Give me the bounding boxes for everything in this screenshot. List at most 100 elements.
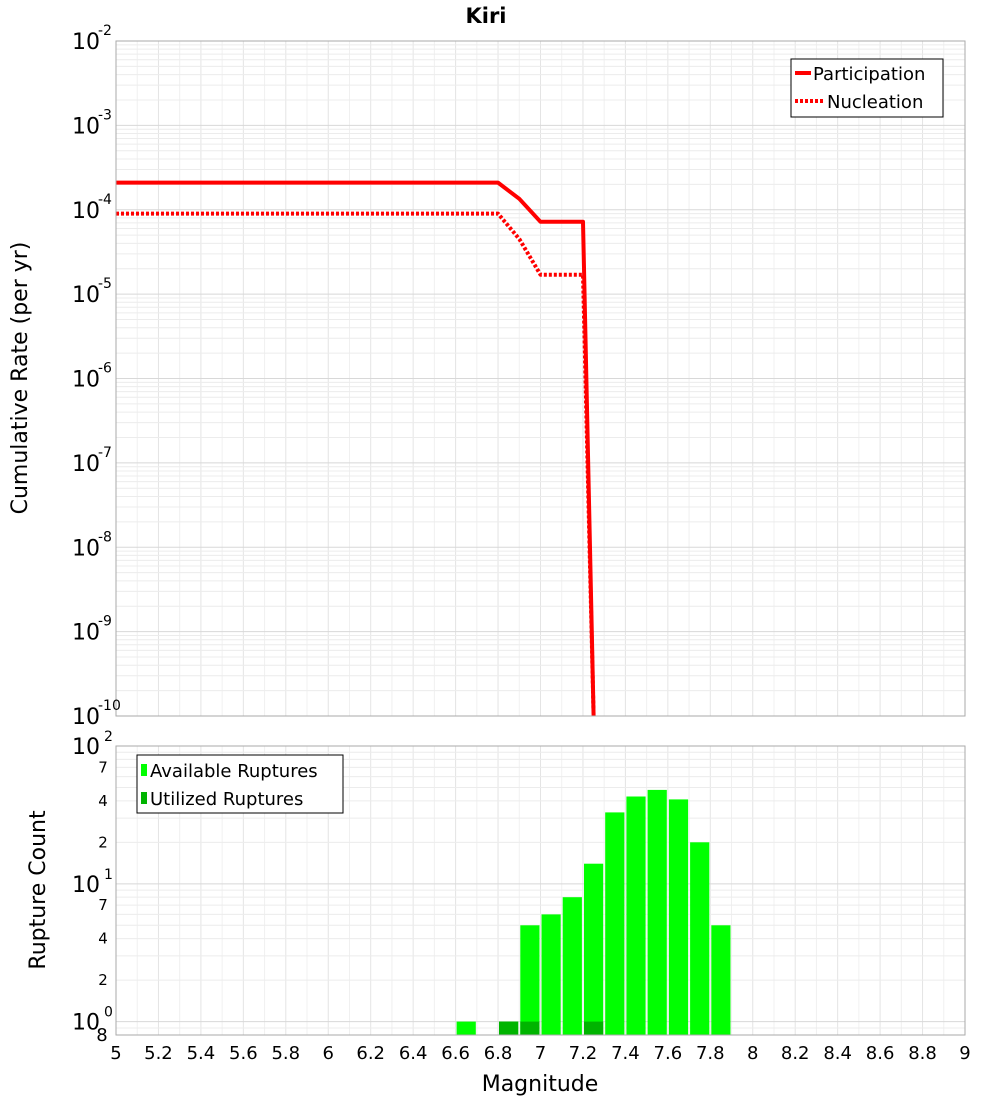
chart-title: Kiri	[465, 4, 506, 28]
x-tick-label: 6.8	[484, 1043, 513, 1064]
available-rupture-bar	[605, 812, 625, 1035]
y-tick-base: 10	[72, 536, 100, 561]
x-tick-label: 6.4	[399, 1043, 428, 1064]
y-tick-minor-label: 4	[98, 930, 108, 948]
top-y-tick: 10-8	[72, 529, 112, 561]
x-tick-label: 7.6	[654, 1043, 683, 1064]
y-tick-base: 10	[72, 114, 100, 139]
x-tick-label: 7.2	[569, 1043, 598, 1064]
y-tick-exponent: 2	[104, 729, 113, 745]
nucleation-line	[116, 211, 596, 717]
top-y-tick: 10-3	[72, 107, 112, 139]
x-tick-label: 8.4	[823, 1043, 852, 1064]
bottom-bars-layer	[456, 789, 731, 1035]
x-tick-label: 5.2	[144, 1043, 173, 1064]
x-tick-label: 6.6	[441, 1043, 470, 1064]
top-legend: Participation Nucleation	[790, 58, 944, 118]
bottom-y-tick: 2	[98, 971, 108, 989]
y-tick-exponent: 0	[104, 1005, 113, 1021]
bottom-y-tick: 10 2	[72, 729, 113, 760]
bottom-y-tick: 10 0	[72, 1005, 113, 1036]
x-tick-label: 5	[110, 1043, 121, 1064]
x-tick-label: 7.4	[611, 1043, 640, 1064]
top-y-tick: 10-5	[72, 276, 112, 308]
y-tick-exponent: 1	[104, 867, 113, 883]
y-tick-base: 10	[72, 452, 100, 477]
x-tick-label: 9	[959, 1043, 970, 1064]
available-rupture-bar	[626, 796, 646, 1035]
x-axis-label: Magnitude	[482, 1072, 599, 1097]
available-rupture-bar	[584, 863, 604, 1035]
x-tick-label: 7.8	[696, 1043, 725, 1064]
y-tick-exponent: -8	[98, 529, 112, 545]
legend-utilized-label: Utilized Ruptures	[150, 789, 303, 810]
available-rupture-bar	[541, 914, 561, 1035]
y-tick-exponent: -2	[98, 23, 112, 39]
bottom-y-tick: 4	[98, 930, 108, 948]
x-tick-label: 8.6	[866, 1043, 895, 1064]
top-legend-box	[790, 58, 944, 118]
top-y-tick: 10-2	[72, 23, 112, 55]
legend-nucleation-label: Nucleation	[827, 92, 923, 113]
top-y-tick: 10-4	[72, 192, 112, 224]
available-rupture-bar	[690, 842, 710, 1035]
y-tick-base: 10	[72, 873, 100, 898]
top-y-tick: 10-10	[72, 698, 121, 730]
y-tick-minor-label: 7	[98, 758, 108, 776]
available-rupture-bar	[456, 1021, 476, 1035]
x-tick-label: 6	[323, 1043, 334, 1064]
x-tick-label: 5.6	[229, 1043, 258, 1064]
y-tick-base: 10	[72, 283, 100, 308]
utilized-rupture-bar	[499, 1021, 519, 1035]
bottom-y-tick: 2	[98, 833, 108, 851]
x-tick-label: 8	[747, 1043, 758, 1064]
top-series-layer	[116, 180, 596, 717]
y-tick-exponent: -7	[98, 445, 112, 461]
top-y-tick: 10-9	[72, 614, 112, 646]
y-tick-exponent: -6	[98, 361, 112, 377]
x-tick-labels: 5 5.2 5.4 5.6 5.8 6 6.2 6.4 6.6 6.8 7 7.2 7.4 7.6 7.8 8…	[110, 1043, 970, 1064]
x-tick-label: 8.8	[908, 1043, 937, 1064]
x-tick-label: 8.2	[781, 1043, 810, 1064]
y-tick-minor-label: 7	[98, 896, 108, 914]
available-rupture-bar	[711, 925, 731, 1035]
legend-available-label: Available Ruptures	[150, 761, 318, 782]
top-y-tick: 10-6	[72, 361, 112, 393]
top-plot-frame	[115, 40, 966, 717]
x-tick-label: 5.4	[187, 1043, 216, 1064]
y-tick-exponent: -9	[98, 614, 112, 630]
available-rupture-bar	[668, 799, 689, 1035]
bottom-legend-box	[136, 754, 344, 814]
bottom-y-tick: 7	[98, 758, 108, 776]
x-tick-label: 6.2	[356, 1043, 385, 1064]
bottom-y-axis-label: Rupture Count	[26, 810, 51, 970]
y-tick-exponent: -4	[98, 192, 112, 208]
y-tick-base: 10	[72, 621, 100, 646]
y-tick-base: 10	[72, 705, 100, 730]
bottom-y-tick: 10 1	[72, 867, 113, 898]
y-tick-minor-label: 8	[96, 1025, 107, 1046]
utilized-rupture-bar	[584, 1021, 604, 1035]
bottom-legend: Available Ruptures Utilized Ruptures	[136, 754, 344, 814]
top-gridlines	[115, 41, 966, 717]
y-tick-base: 10	[72, 30, 100, 55]
x-tick-label: 5.8	[271, 1043, 300, 1064]
y-tick-exponent: -5	[98, 276, 112, 292]
available-rupture-bar	[520, 925, 540, 1035]
y-tick-exponent: -10	[98, 698, 121, 714]
participation-line	[116, 180, 596, 717]
top-y-tick: 10-7	[72, 445, 112, 477]
legend-available-swatch	[141, 764, 147, 776]
legend-utilized-swatch	[141, 792, 147, 804]
x-tick-label: 7	[535, 1043, 546, 1064]
y-tick-base: 10	[72, 368, 100, 393]
y-tick-exponent: -3	[98, 107, 112, 123]
y-tick-minor-label: 2	[98, 971, 108, 989]
utilized-rupture-bar	[520, 1021, 540, 1035]
legend-participation-label: Participation	[813, 64, 925, 85]
bottom-y-tick: 4	[98, 792, 108, 810]
available-rupture-bar	[647, 789, 667, 1035]
